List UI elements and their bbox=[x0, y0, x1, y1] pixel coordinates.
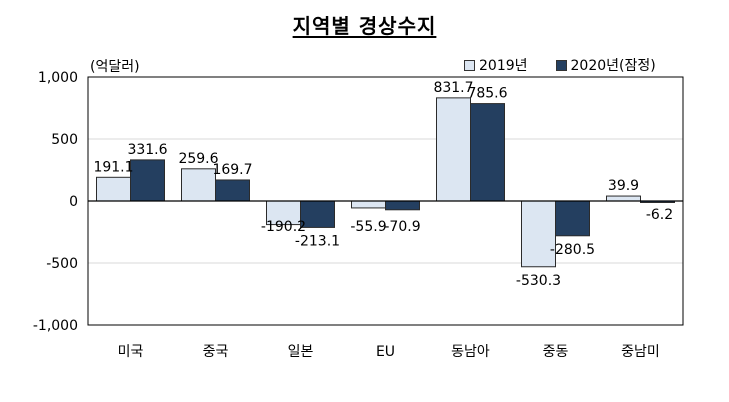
bar-2020 bbox=[470, 103, 505, 202]
value-label-2020: -280.5 bbox=[550, 242, 595, 258]
y-tick-label: 500 bbox=[51, 132, 78, 148]
chart-title: 지역별 경상수지 bbox=[0, 10, 729, 39]
value-label-2020: 169.7 bbox=[212, 162, 252, 178]
legend-item-2020: 2020년(잠정) bbox=[555, 55, 656, 75]
chart-title-text: 지역별 경상수지 bbox=[292, 14, 437, 38]
value-label-2019: -55.9 bbox=[350, 219, 386, 235]
bar-2019 bbox=[521, 200, 556, 268]
x-category-label: 중동 bbox=[543, 344, 569, 360]
bar-2019 bbox=[351, 200, 386, 209]
legend-swatch-2019 bbox=[464, 59, 475, 71]
bar-2019 bbox=[436, 97, 471, 202]
bar-2019 bbox=[181, 168, 216, 202]
x-category-label: 동남아 bbox=[451, 344, 490, 360]
legend-label-2020: 2020년(잠정) bbox=[570, 58, 656, 74]
legend-label-2019: 2019년 bbox=[479, 58, 528, 74]
y-tick-label: -500 bbox=[46, 256, 78, 272]
value-label-2019: -190.2 bbox=[261, 219, 306, 235]
bar-2020 bbox=[300, 200, 335, 228]
bar-2020 bbox=[215, 179, 250, 202]
value-label-2019: -530.3 bbox=[516, 273, 561, 289]
legend-item-2019: 2019년 bbox=[464, 55, 528, 75]
bar-2020 bbox=[385, 200, 420, 211]
legend-swatch-2020 bbox=[555, 59, 567, 71]
y-tick-label: 1,000 bbox=[38, 70, 78, 86]
value-label-2020: 785.6 bbox=[467, 86, 507, 102]
bar-2020 bbox=[130, 159, 165, 202]
x-category-label: 중국 bbox=[203, 344, 229, 360]
y-tick-label: -1,000 bbox=[33, 318, 78, 334]
value-label-2019: 191.1 bbox=[93, 159, 133, 175]
x-category-label: 중남미 bbox=[621, 344, 660, 360]
legend: 2019년 2020년(잠정) bbox=[464, 55, 684, 75]
value-label-2020: -6.2 bbox=[646, 207, 673, 223]
y-axis-unit-label: (억달러) bbox=[90, 59, 140, 75]
value-label-2019: 39.9 bbox=[608, 178, 639, 194]
value-label-2019: 259.6 bbox=[178, 151, 218, 167]
bar-2019 bbox=[96, 176, 131, 202]
value-label-2019: 831.7 bbox=[433, 80, 473, 96]
bar-2019 bbox=[606, 195, 641, 202]
x-category-label: 미국 bbox=[118, 344, 144, 360]
bar-2020 bbox=[555, 200, 590, 237]
value-label-2020: 331.6 bbox=[127, 142, 167, 158]
value-label-2020: -213.1 bbox=[295, 233, 340, 249]
y-tick-label: 0 bbox=[69, 194, 78, 210]
x-category-label: EU bbox=[376, 344, 395, 360]
value-label-2020: -70.9 bbox=[384, 219, 420, 235]
x-category-label: 일본 bbox=[288, 344, 314, 360]
